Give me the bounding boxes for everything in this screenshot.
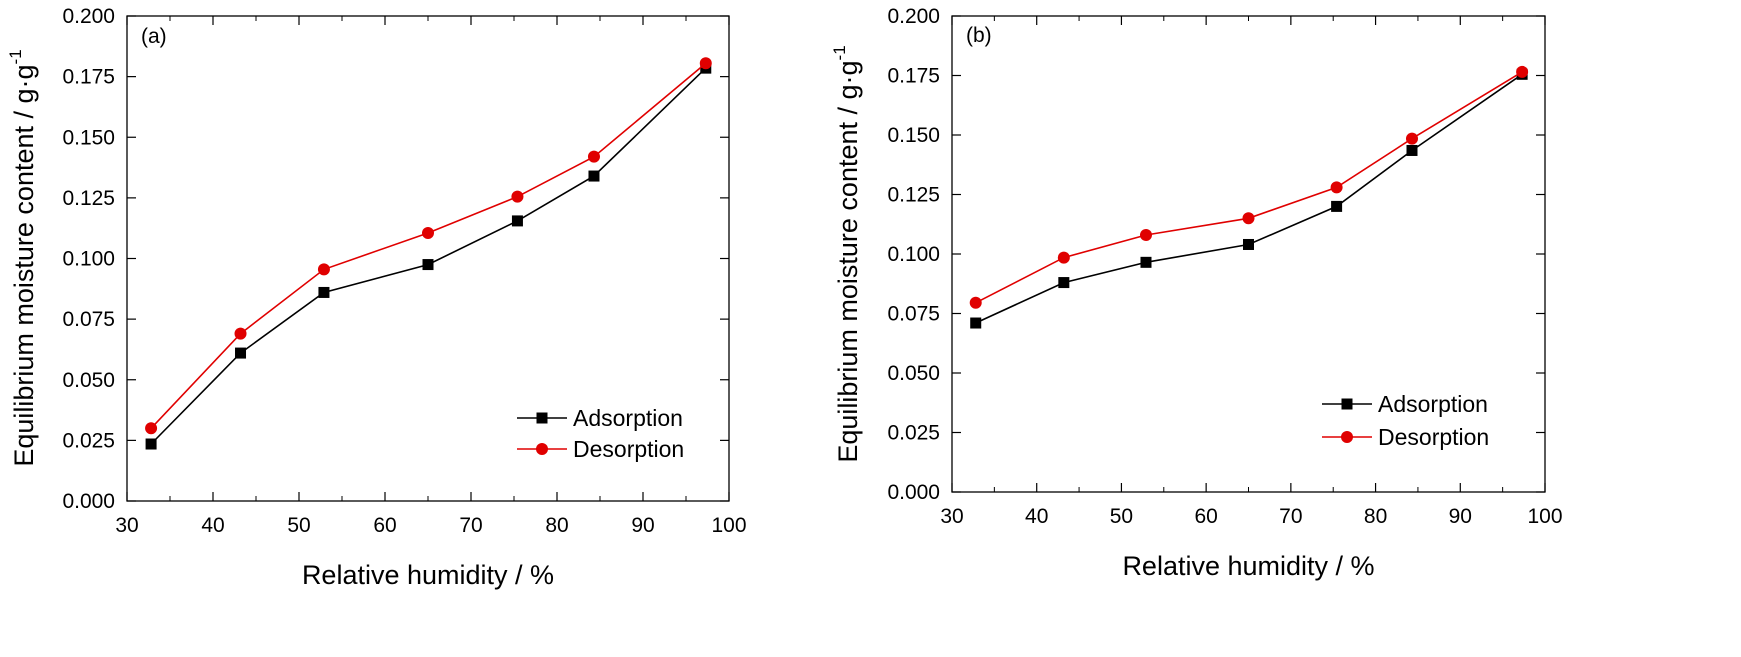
y-axis-title-superscript: -1 <box>830 45 849 60</box>
data-point-circle <box>699 57 712 70</box>
data-point-square <box>1243 238 1254 250</box>
series-line <box>975 71 1523 304</box>
y-tick-label: 0.000 <box>62 490 115 513</box>
data-point-square <box>1140 256 1152 268</box>
data-point-circle <box>1330 181 1343 194</box>
y-tick-label: 0.000 <box>887 481 940 504</box>
x-tick-label: 60 <box>373 514 396 537</box>
y-tick-label: 0.125 <box>62 187 115 210</box>
x-tick-label: 100 <box>711 514 746 537</box>
data-point-square <box>970 317 982 329</box>
data-point-square <box>145 438 157 450</box>
y-tick-label: 0.200 <box>62 5 115 28</box>
y-tick-label: 0.050 <box>887 362 940 385</box>
y-axis-title: Equilibrium moisture content / g·g-1 <box>830 45 863 462</box>
data-point-square <box>318 286 330 298</box>
data-point-circle <box>145 422 158 435</box>
data-point-circle <box>511 190 524 203</box>
series-line <box>150 67 707 445</box>
x-tick-label: 50 <box>287 514 310 537</box>
y-axis-title-text: Equilibrium moisture content / g·g <box>9 64 39 466</box>
y-tick-label: 0.125 <box>887 184 940 207</box>
data-point-square <box>235 347 247 359</box>
y-axis-title: Equilibrium moisture content / g·g-1 <box>6 49 39 466</box>
series-adsorption <box>970 68 1528 329</box>
x-tick-label: 30 <box>940 505 963 528</box>
x-tick-label: 90 <box>631 514 654 537</box>
y-tick-label: 0.175 <box>887 65 940 88</box>
series-line <box>150 62 707 429</box>
y-tick-label: 0.200 <box>887 5 940 28</box>
x-tick-label: 70 <box>1279 505 1302 528</box>
x-tick-label: 40 <box>201 514 224 537</box>
data-point-circle <box>317 263 330 276</box>
legend-marker-square <box>1341 398 1353 410</box>
data-point-circle <box>234 327 247 340</box>
y-tick-label: 0.175 <box>62 66 115 89</box>
panel-label: (a) <box>141 25 167 48</box>
y-tick-label: 0.100 <box>62 248 115 271</box>
y-tick-label: 0.100 <box>887 243 940 266</box>
data-point-circle <box>422 227 434 240</box>
legend-label: Desorption <box>1378 424 1489 450</box>
y-tick-label: 0.025 <box>887 422 940 445</box>
series-desorption <box>145 57 712 435</box>
data-point-circle <box>1405 132 1418 145</box>
data-point-circle <box>1516 65 1529 78</box>
legend-label: Desorption <box>573 436 684 462</box>
legend-marker-circle <box>1341 431 1353 443</box>
panel-a: 30 40 50 60 70 80 90 100 0.000 0.025 0.050 0.075 0.1… <box>6 5 747 590</box>
y-axis-title-text: Equilibrium moisture content / g·g <box>833 60 863 462</box>
series-desorption <box>969 65 1529 309</box>
panel-b: 30 40 50 60 70 80 90 100 0.000 0.025 0.050 0.075 0.1… <box>830 5 1563 581</box>
x-tick-label: 50 <box>1110 505 1133 528</box>
x-axis-title: Relative humidity / % <box>1122 551 1374 581</box>
legend-marker-circle <box>536 443 548 455</box>
legend-label: Adsorption <box>1378 391 1488 417</box>
y-tick-label: 0.150 <box>62 126 115 149</box>
y-tick-label: 0.075 <box>62 308 115 331</box>
series-line <box>975 73 1523 324</box>
legend-marker-square <box>536 412 548 424</box>
data-point-square <box>1058 277 1070 289</box>
x-tick-label: 80 <box>545 514 568 537</box>
y-tick-label: 0.075 <box>887 303 940 326</box>
data-point-circle <box>1057 251 1070 264</box>
y-tick-label: 0.025 <box>62 429 115 452</box>
legend-label: Adsorption <box>573 405 683 431</box>
data-point-square <box>511 215 523 227</box>
x-tick-label: 100 <box>1527 505 1562 528</box>
data-point-circle <box>1139 228 1152 241</box>
x-tick-label: 60 <box>1194 505 1217 528</box>
y-tick-label: 0.150 <box>887 124 940 147</box>
data-point-square <box>1331 200 1343 212</box>
x-axis-title: Relative humidity / % <box>302 560 554 590</box>
x-tick-label: 30 <box>115 514 138 537</box>
x-tick-label: 90 <box>1449 505 1472 528</box>
data-point-circle <box>969 296 982 309</box>
data-point-square <box>588 170 600 182</box>
legend: Adsorption Desorption <box>517 405 684 462</box>
data-point-circle <box>1242 212 1255 225</box>
data-point-square <box>1406 144 1418 156</box>
y-axis-title-superscript: -1 <box>6 49 25 64</box>
panel-label: (b) <box>966 24 992 47</box>
plot-frame <box>951 15 1546 493</box>
data-point-square <box>422 259 434 271</box>
x-tick-label: 70 <box>459 514 482 537</box>
legend: Adsorption Desorption <box>1322 391 1489 450</box>
data-point-circle <box>587 150 600 163</box>
y-tick-label: 0.050 <box>62 369 115 392</box>
series-adsorption <box>145 62 712 450</box>
x-tick-label: 80 <box>1364 505 1387 528</box>
x-tick-label: 40 <box>1025 505 1048 528</box>
